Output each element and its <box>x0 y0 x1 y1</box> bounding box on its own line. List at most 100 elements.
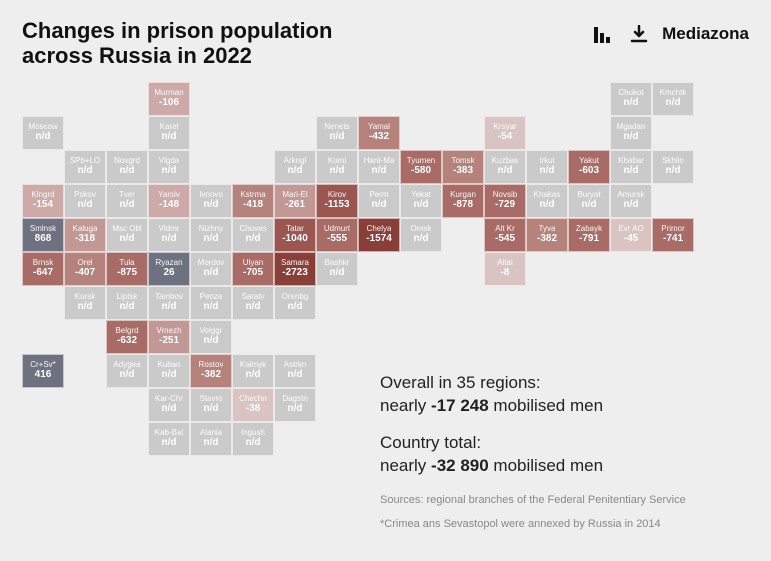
empty-cell <box>316 82 358 116</box>
region-cell: Mgadann/d <box>610 116 652 150</box>
page-title: Changes in prison population across Russ… <box>22 18 332 69</box>
region-value: -741 <box>663 234 683 245</box>
empty-cell <box>694 286 736 320</box>
region-value: 868 <box>35 234 52 245</box>
region-value: n/d <box>120 234 135 245</box>
region-cell: Skhlinn/d <box>652 150 694 184</box>
region-value: n/d <box>204 438 219 449</box>
grid-row: Murman-106Chukotn/dKmchtkn/d <box>22 82 749 116</box>
region-cell: Nizhnyn/d <box>190 218 232 252</box>
region-cell: Kab-Baln/d <box>148 422 190 456</box>
region-cell: Yamal-432 <box>358 116 400 150</box>
region-cell: Tyumen-580 <box>400 150 442 184</box>
region-value: n/d <box>246 438 261 449</box>
grid-row: SPb+LOn/dNovgrdn/dVlgdan/dArkngln/dKomin… <box>22 150 749 184</box>
empty-cell <box>64 320 106 354</box>
empty-cell <box>694 184 736 218</box>
region-cell: Permn/d <box>358 184 400 218</box>
region-label: Cr+Sv* <box>30 361 56 369</box>
region-label: Pskov <box>74 191 96 199</box>
region-cell: Amurskn/d <box>610 184 652 218</box>
region-cell: Irkutn/d <box>526 150 568 184</box>
region-cell: Cr+Sv*416 <box>22 354 64 388</box>
region-label: Yekat <box>411 191 431 199</box>
empty-cell <box>232 116 274 150</box>
region-label: Tomsk <box>451 157 474 165</box>
region-label: Astrkn <box>284 361 307 369</box>
region-label: Tyumen <box>407 157 435 165</box>
grid-row: Klngrd-154Pskovn/dTvern/dYarslv-148Ivnov… <box>22 184 749 218</box>
region-label: Ryazan <box>155 259 182 267</box>
region-cell: Kirov-1153 <box>316 184 358 218</box>
empty-cell <box>106 388 148 422</box>
empty-cell <box>316 286 358 320</box>
region-label: Novgrd <box>114 157 140 165</box>
region-cell: Kurgan-878 <box>442 184 484 218</box>
region-label: Chelya <box>367 225 392 233</box>
empty-cell <box>316 354 358 388</box>
region-label: Kalmyk <box>240 361 266 369</box>
region-cell: Kar-Chrn/d <box>148 388 190 422</box>
region-label: Volggr <box>200 327 223 335</box>
region-value: -407 <box>75 268 95 279</box>
region-cell: Kuzbasn/d <box>484 150 526 184</box>
download-icon[interactable] <box>630 25 648 43</box>
summary-total-value: nearly -32 890 mobilised men <box>380 455 740 478</box>
region-cell: Kmchtkn/d <box>652 82 694 116</box>
region-cell: Ivnovon/d <box>190 184 232 218</box>
region-value: -729 <box>495 200 515 211</box>
region-cell: Kalmykn/d <box>232 354 274 388</box>
empty-cell <box>652 184 694 218</box>
region-cell: Stavron/d <box>190 388 232 422</box>
region-value: -154 <box>33 200 53 211</box>
region-label: SPb+LO <box>70 157 100 165</box>
region-cell: Nenetsn/d <box>316 116 358 150</box>
region-value: -106 <box>159 98 179 109</box>
region-value: n/d <box>414 200 429 211</box>
region-cell: Msc Obln/d <box>106 218 148 252</box>
empty-cell <box>694 116 736 150</box>
region-cell: Tvern/d <box>106 184 148 218</box>
region-value: n/d <box>288 404 303 415</box>
region-value: n/d <box>540 200 555 211</box>
region-cell: Vrnezh-251 <box>148 320 190 354</box>
region-label: Adygea <box>113 361 140 369</box>
empty-cell <box>694 218 736 252</box>
empty-cell <box>232 150 274 184</box>
region-label: Vrnezh <box>156 327 181 335</box>
region-cell: Bashkrn/d <box>316 252 358 286</box>
empty-cell <box>610 252 652 286</box>
empty-cell <box>652 116 694 150</box>
region-value: -318 <box>75 234 95 245</box>
region-label: Samara <box>281 259 309 267</box>
empty-cell <box>64 82 106 116</box>
region-value: -261 <box>285 200 305 211</box>
region-cell: Kurskn/d <box>64 286 106 320</box>
brand-block: Mediazona <box>594 24 749 44</box>
region-cell: Ulyan-705 <box>232 252 274 286</box>
empty-cell <box>442 320 484 354</box>
region-value: n/d <box>330 268 345 279</box>
region-cell: Orel-407 <box>64 252 106 286</box>
region-value: n/d <box>666 98 681 109</box>
region-label: Yamal <box>368 123 390 131</box>
region-cell: Vldmrn/d <box>148 218 190 252</box>
region-cell: Ingushn/d <box>232 422 274 456</box>
region-label: Nizhny <box>199 225 223 233</box>
region-cell: Evr AO-45 <box>610 218 652 252</box>
region-cell: Belgrd-632 <box>106 320 148 354</box>
region-value: -54 <box>498 132 512 143</box>
sources-text: Sources: regional branches of the Federa… <box>380 494 740 506</box>
empty-cell <box>694 150 736 184</box>
region-cell: Ryazan26 <box>148 252 190 286</box>
region-label: Orel <box>77 259 92 267</box>
region-label: Kstrma <box>240 191 265 199</box>
region-label: Vldmr <box>159 225 180 233</box>
region-label: Mari-El <box>282 191 307 199</box>
empty-cell <box>316 388 358 422</box>
region-label: Evr AO <box>618 225 643 233</box>
empty-cell <box>358 320 400 354</box>
region-cell: Orenbgn/d <box>274 286 316 320</box>
region-label: Kab-Bal <box>155 429 183 437</box>
region-label: Arkngl <box>284 157 307 165</box>
